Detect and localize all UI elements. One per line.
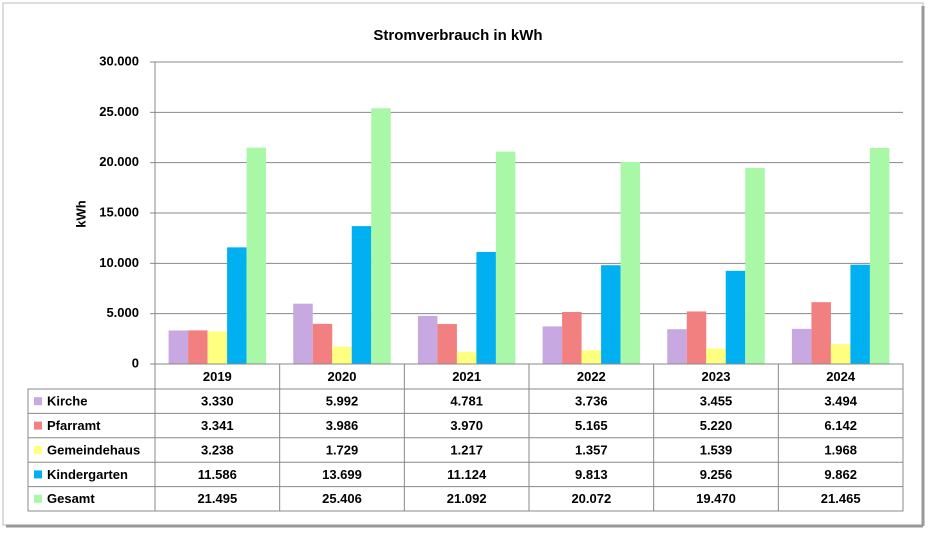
bar — [188, 330, 208, 364]
bar — [581, 350, 602, 364]
y-tick-label: 15.000 — [99, 204, 139, 219]
bar — [620, 161, 641, 364]
table-value: 4.781 — [450, 394, 483, 409]
bar — [351, 226, 372, 364]
table-value: 3.330 — [201, 394, 234, 409]
x-tick-label: 2023 — [702, 369, 731, 384]
legend-swatch — [34, 397, 42, 406]
y-tick-label: 5.000 — [106, 305, 139, 320]
table-value: 9.256 — [700, 467, 733, 482]
table-value: 5.220 — [700, 418, 733, 433]
bar — [207, 331, 228, 364]
table-value: 20.072 — [571, 491, 611, 506]
table-value: 5.165 — [575, 418, 608, 433]
table-value: 3.736 — [575, 394, 608, 409]
bar — [312, 323, 333, 364]
x-tick-label: 2022 — [577, 369, 606, 384]
y-axis-label: kWh — [73, 200, 88, 228]
table-value: 21.495 — [197, 491, 237, 506]
table-value: 6.142 — [824, 418, 857, 433]
table-value: 5.992 — [326, 394, 359, 409]
legend-label: Pfarramt — [47, 418, 101, 433]
data-table-body — [27, 388, 904, 512]
table-value: 25.406 — [322, 491, 362, 506]
table-value: 9.862 — [824, 467, 857, 482]
bar — [168, 330, 189, 364]
bar — [850, 264, 870, 364]
table-value: 13.699 — [322, 467, 362, 482]
legend-swatch — [34, 494, 42, 503]
bar — [869, 147, 890, 364]
table-value: 11.124 — [447, 467, 487, 482]
y-tick-label: 30.000 — [99, 53, 139, 68]
bar — [293, 303, 313, 364]
legend-label: Gemeindehaus — [47, 442, 140, 457]
legend-label: Kirche — [47, 394, 87, 409]
table-value: 21.465 — [821, 491, 861, 506]
bar — [246, 147, 267, 364]
legend-label: Gesamt — [47, 491, 95, 506]
x-tick-label: 2020 — [328, 369, 357, 384]
bar — [686, 311, 707, 364]
bar — [562, 312, 582, 364]
legend-label: Kindergarten — [47, 467, 128, 482]
bar — [811, 302, 831, 364]
bar — [332, 346, 352, 364]
y-tick-label: 10.000 — [99, 255, 139, 270]
legend-swatch — [34, 446, 42, 454]
table-value: 11.586 — [198, 467, 237, 482]
bar — [830, 344, 851, 364]
legend-swatch — [34, 421, 42, 430]
bar — [456, 351, 477, 364]
table-value: 3.341 — [201, 418, 234, 433]
bar — [745, 168, 765, 364]
bar — [437, 324, 457, 364]
table-value: 9.813 — [575, 467, 608, 482]
bar — [417, 315, 438, 364]
bar — [706, 348, 726, 364]
table-value: 1.217 — [450, 442, 483, 457]
table-value: 3.238 — [201, 442, 234, 457]
table-value: 1.729 — [326, 442, 359, 457]
bar — [542, 326, 563, 364]
bar — [725, 270, 746, 364]
bar — [227, 247, 247, 364]
table-value: 21.092 — [447, 491, 487, 506]
table-value: 1.968 — [824, 442, 857, 457]
x-tick-label: 2021 — [452, 369, 481, 384]
bar — [667, 329, 687, 364]
bar — [476, 252, 496, 364]
table-value: 3.970 — [450, 418, 483, 433]
y-tick-label: 25.000 — [99, 104, 139, 119]
table-value: 19.470 — [696, 491, 736, 506]
y-tick-label: 20.000 — [99, 154, 139, 169]
bar — [371, 108, 391, 364]
y-tick-label: 0 — [132, 355, 139, 370]
table-value: 1.357 — [575, 442, 608, 457]
x-tick-label: 2019 — [203, 369, 232, 384]
chart-title: Stromverbrauch in kWh — [373, 27, 542, 44]
table-value: 1.539 — [700, 442, 733, 457]
x-tick-label: 2024 — [826, 369, 856, 384]
table-value: 3.494 — [824, 394, 857, 409]
bar — [791, 328, 812, 364]
table-value: 3.455 — [700, 394, 733, 409]
table-value: 3.986 — [326, 418, 359, 433]
bar — [495, 151, 516, 364]
bar — [601, 265, 621, 364]
legend-swatch — [34, 470, 42, 479]
